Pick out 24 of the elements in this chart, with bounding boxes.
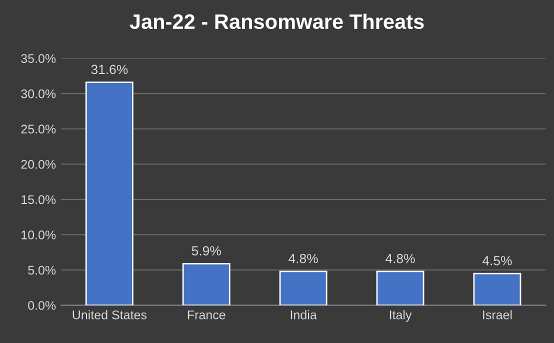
- y-tick-label: 30.0%: [21, 89, 56, 98]
- bar: [279, 270, 328, 306]
- y-tick-label: 20.0%: [21, 160, 56, 169]
- bar: [85, 82, 134, 306]
- data-label: 5.9%: [192, 246, 221, 256]
- y-tick-label: 35.0%: [21, 54, 56, 63]
- x-tick-label: Israel: [483, 310, 512, 320]
- chart-title: Jan-22 - Ransomware Threats: [130, 14, 424, 30]
- y-tick-label: 25.0%: [21, 124, 56, 134]
- y-tick-label: 5.0%: [28, 266, 56, 275]
- x-tick-label: India: [290, 310, 317, 320]
- bar: [473, 272, 522, 306]
- x-tick-label: France: [188, 310, 226, 320]
- data-label: 31.6%: [91, 64, 128, 74]
- bar: [376, 270, 424, 306]
- y-tick-label: 10.0%: [22, 230, 56, 240]
- data-label: 4.5%: [482, 256, 512, 266]
- y-tick-label: 0.0%: [28, 301, 56, 310]
- x-tick-label: United States: [72, 310, 146, 320]
- y-tick-label: 15.0%: [22, 195, 56, 204]
- bar: [182, 262, 230, 306]
- x-tick-label: Italy: [390, 310, 412, 322]
- data-label: 4.8%: [288, 254, 318, 264]
- data-label: 4.8%: [386, 254, 415, 264]
